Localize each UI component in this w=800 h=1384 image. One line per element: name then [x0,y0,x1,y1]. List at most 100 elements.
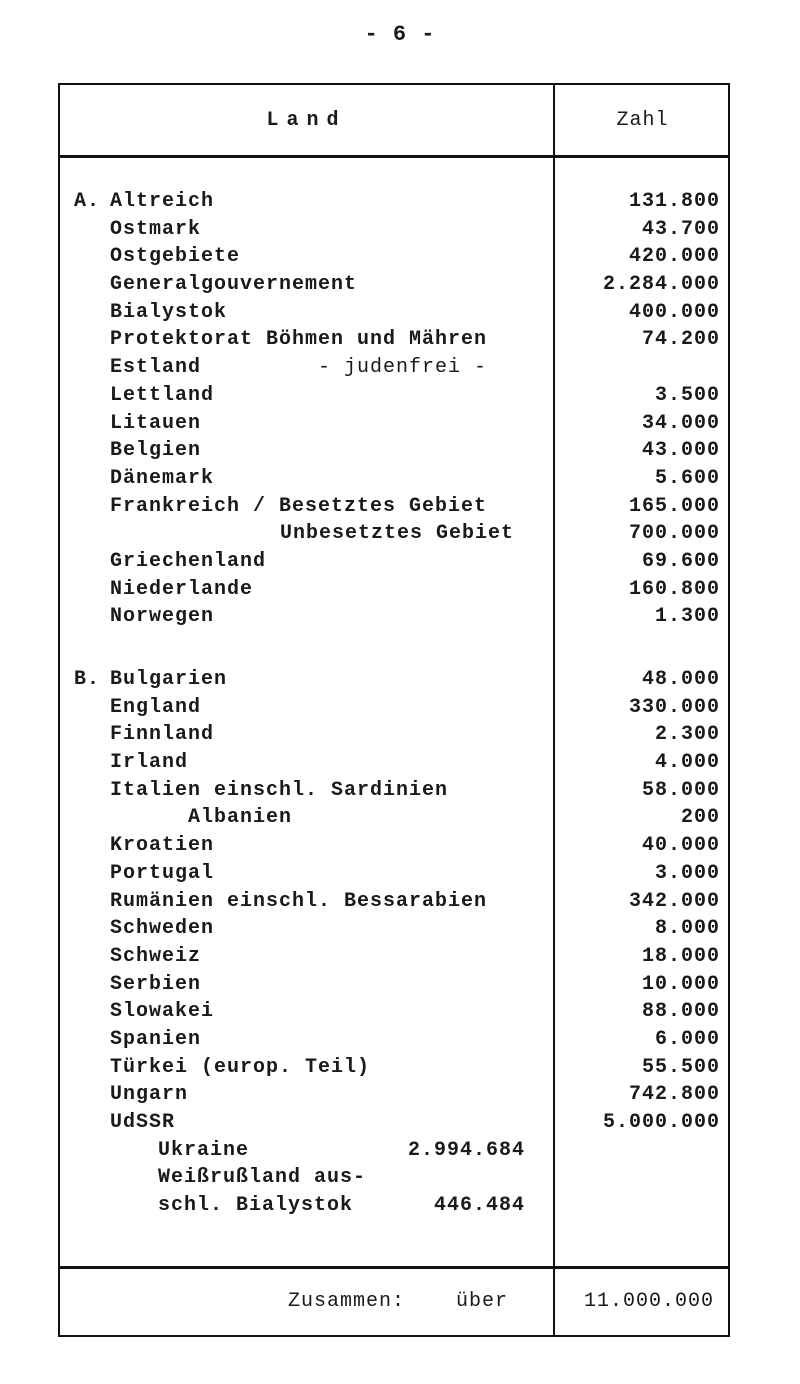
country-label: Frankreich / Besetztes Gebiet [110,494,488,518]
subregion-label: schl. Bialystok [158,1194,354,1218]
table-row: Generalgouvernement 2.284.000 [60,271,732,299]
table-row: Slowakei 88.000 [60,998,732,1026]
count-value: 55.500 [641,1055,720,1079]
count-value: 48.000 [641,668,720,691]
table-row: Unbesetztes Gebiet 700.000 [60,520,732,548]
table-row: Frankreich / Besetztes Gebiet 165.000 [60,493,732,521]
country-label: Estland [110,356,202,380]
country-label: Albanien [188,806,293,830]
sub-row: Ukraine 2.994.684 [60,1137,732,1165]
count-value: 4.000 [654,751,720,775]
subregion-label: Weißrußland aus- [158,1166,367,1190]
table-row: Dänemark 5.600 [60,465,732,493]
count-value: 8.000 [654,917,720,941]
count-value: 88.000 [641,1000,720,1024]
count-value: 2.284.000 [602,273,720,297]
subregion-label: Ukraine [158,1138,250,1162]
table-row: Lettland 3.500 [60,382,732,410]
table-row: A. Altreich 131.800 [60,188,732,216]
country-label: Kroatien [110,834,215,858]
table-row: Litauen 34.000 [60,410,732,438]
count-value: 700.000 [628,522,720,546]
subregion-value: 2.994.684 [407,1138,525,1162]
count-value: 342.000 [628,889,720,913]
sub-row: Weißrußland aus- [60,1164,732,1192]
country-label: Dänemark [110,466,215,490]
table-row: Schweden 8.000 [60,915,732,943]
table-row: Spanien 6.000 [60,1026,732,1054]
table-row: Bialystok 400.000 [60,299,732,327]
page-number: - 6 - [364,22,436,47]
country-label: Griechenland [110,549,267,573]
country-label: Rumänien einschl. Bessarabien [110,889,488,913]
country-label: Altreich [110,190,215,213]
count-value: 1.300 [654,605,720,629]
table-row: Italien einschl. Sardinien 58.000 [60,777,732,805]
country-label: Lettland [110,383,215,407]
table-row: Ostmark 43.700 [60,216,732,244]
total-value: 11.000.000 [583,1290,714,1313]
country-label: Irland [110,751,189,775]
count-value: 400.000 [628,300,720,324]
country-label: Ungarn [110,1083,189,1107]
header-land: Land [266,109,347,132]
column-divider [553,85,555,1335]
count-value: 6.000 [654,1027,720,1051]
country-label: Ostmark [110,217,202,241]
count-value: 5.000.000 [602,1111,720,1134]
count-value: 165.000 [628,494,720,518]
header-zahl: Zahl [616,109,669,132]
count-value: 160.800 [628,577,720,601]
total-label: Zusammen: [288,1290,406,1313]
table-row: Niederlande 160.800 [60,576,732,604]
count-value: 330.000 [628,695,720,719]
count-value: 43.000 [641,439,720,463]
table-row: Ostgebiete 420.000 [60,243,732,271]
table-row: Albanien 200 [60,804,732,832]
section-prefix: B. [74,668,101,691]
country-label: Unbesetztes Gebiet [280,522,515,546]
count-value: 69.600 [641,549,720,573]
count-value: 3.000 [654,861,720,885]
count-value: 742.800 [628,1083,720,1107]
country-label: Niederlande [110,577,254,601]
country-label: Litauen [110,411,202,435]
table-row: Ungarn 742.800 [60,1081,732,1109]
country-label: Spanien [110,1027,202,1051]
count-value: 200 [680,806,720,830]
header-divider [60,155,728,158]
count-value: 5.600 [654,466,720,490]
table-row: Serbien 10.000 [60,971,732,999]
count-value: 131.800 [628,190,720,213]
table-row: Norwegen 1.300 [60,603,732,631]
table-row: UdSSR 5.000.000 [60,1109,732,1137]
country-label: Italien einschl. Sardinien [110,778,449,802]
country-label: Belgien [110,439,202,463]
sub-row: schl. Bialystok 446.484 [60,1192,732,1220]
country-label: UdSSR [110,1111,176,1134]
section-prefix: A. [74,190,101,213]
count-value: 3.500 [654,383,720,407]
table-row: England 330.000 [60,694,732,722]
table-row: Schweiz 18.000 [60,943,732,971]
population-table: Land Zahl A. Altreich 131.800 Ostmark 43.700… [58,83,730,1337]
country-label: Schweiz [110,944,202,968]
country-label: Ostgebiete [110,245,241,269]
country-note: - judenfrei - [318,356,488,380]
count-value: 420.000 [628,245,720,269]
table-row: Finnland 2.300 [60,721,732,749]
country-label: Generalgouvernement [110,273,358,297]
total-divider [60,1266,728,1269]
table-row: B. Bulgarien 48.000 [60,666,732,694]
country-label: Türkei (europ. Teil) [110,1055,371,1079]
count-value: 74.200 [641,328,720,352]
total-qualifier: über [456,1290,509,1313]
count-value: 40.000 [641,834,720,858]
country-label: Portugal [110,861,215,885]
country-label: Protektorat Böhmen und Mähren [110,328,488,352]
table-row: Protektorat Böhmen und Mähren 74.200 [60,326,732,354]
table-row: Estland - judenfrei - [60,354,732,382]
count-value: 58.000 [641,778,720,802]
country-label: Serbien [110,972,202,996]
country-label: Slowakei [110,1000,215,1024]
